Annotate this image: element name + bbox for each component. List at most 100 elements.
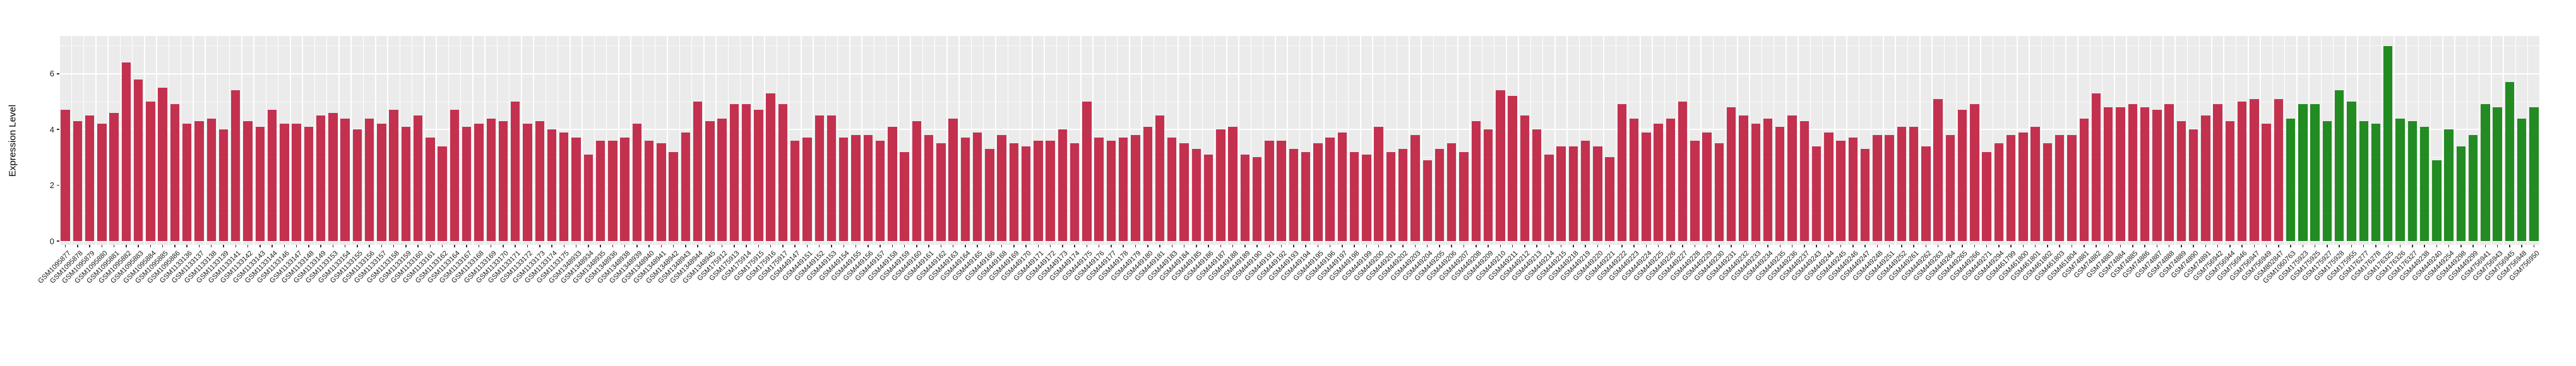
x-gridline	[1834, 36, 1835, 245]
x-gridline	[1919, 36, 1921, 245]
x-gridline	[1116, 36, 1118, 245]
expression-bar	[1568, 146, 1578, 241]
x-gridline	[898, 36, 899, 245]
x-gridline	[2235, 36, 2237, 245]
expression-bar	[413, 115, 423, 241]
x-tick-mark	[1062, 245, 1063, 247]
x-tick-mark	[126, 245, 127, 247]
expression-bar	[109, 112, 119, 241]
x-gridline	[2527, 36, 2529, 245]
x-tick-mark	[1901, 245, 1902, 247]
expression-bar	[2529, 107, 2539, 241]
x-tick-mark	[1828, 245, 1830, 247]
expression-bar	[2395, 118, 2405, 241]
expression-bar	[741, 104, 751, 241]
x-tick-mark	[2387, 245, 2388, 247]
x-gridline	[1798, 36, 1799, 245]
x-gridline	[1955, 36, 1957, 245]
x-gridline	[1275, 36, 1276, 245]
expression-bar	[1617, 104, 1627, 241]
x-gridline	[752, 36, 753, 245]
x-gridline	[2296, 36, 2298, 245]
x-tick-mark	[855, 245, 857, 247]
x-gridline	[144, 36, 145, 245]
x-tick-mark	[1135, 245, 1136, 247]
expression-bar	[2042, 143, 2053, 241]
x-gridline	[1518, 36, 1519, 245]
x-gridline	[1907, 36, 1909, 245]
expression-bar	[2250, 98, 2259, 241]
expression-bar	[1727, 107, 1736, 241]
x-tick-mark	[1159, 245, 1160, 247]
x-gridline	[2332, 36, 2334, 245]
expression-bar	[486, 118, 496, 241]
x-gridline	[715, 36, 717, 245]
x-gridline	[1822, 36, 1823, 245]
x-gridline	[1761, 36, 1763, 245]
expression-bar	[2091, 93, 2101, 241]
x-tick-mark	[831, 245, 832, 247]
expression-bar	[1046, 140, 1055, 241]
x-gridline	[1262, 36, 1264, 245]
expression-bar	[644, 140, 654, 241]
x-tick-mark	[198, 245, 200, 247]
x-gridline	[873, 36, 875, 245]
x-gridline	[2029, 36, 2030, 245]
expression-bar	[1119, 138, 1128, 241]
x-gridline	[1931, 36, 1933, 245]
x-gridline	[1044, 36, 1045, 245]
y-major-gridline	[59, 129, 2540, 130]
x-gridline	[2077, 36, 2078, 245]
x-tick-mark	[162, 245, 164, 247]
expression-bar	[1203, 154, 1213, 241]
x-gridline	[982, 36, 984, 245]
x-gridline	[1202, 36, 1203, 245]
x-tick-mark	[891, 245, 893, 247]
x-gridline	[2369, 36, 2371, 245]
x-tick-mark	[2096, 245, 2097, 247]
x-tick-mark	[2034, 245, 2036, 247]
x-gridline	[569, 36, 571, 245]
x-gridline	[2491, 36, 2492, 245]
x-gridline	[277, 36, 279, 245]
expression-bar	[608, 140, 617, 241]
expression-bar	[2006, 135, 2016, 241]
x-tick-mark	[186, 245, 188, 247]
expression-bar	[1556, 146, 1566, 241]
x-gridline	[581, 36, 583, 245]
x-tick-mark	[369, 245, 370, 247]
x-gridline	[1409, 36, 1410, 245]
plot-area	[59, 36, 2541, 245]
expression-bar	[2213, 104, 2222, 241]
x-tick-mark	[697, 245, 698, 247]
x-tick-mark	[2399, 245, 2401, 247]
x-tick-mark	[539, 245, 540, 247]
x-gridline	[813, 36, 814, 245]
x-tick-mark	[709, 245, 711, 247]
x-gridline	[1092, 36, 1094, 245]
expression-bar	[1909, 126, 1919, 241]
x-gridline	[314, 36, 316, 245]
expression-bar	[1301, 151, 1311, 241]
expression-bar	[2419, 126, 2430, 241]
x-gridline	[265, 36, 267, 245]
x-tick-mark	[1268, 245, 1270, 247]
x-gridline	[2004, 36, 2006, 245]
x-gridline	[1895, 36, 1896, 245]
y-tick-mark	[57, 73, 59, 74]
expression-bar	[960, 138, 970, 241]
x-tick-mark	[2339, 245, 2340, 247]
expression-bar	[1337, 132, 1347, 241]
x-gridline	[2430, 36, 2431, 245]
expression-bar	[1690, 140, 1700, 241]
expression-bar	[657, 143, 666, 241]
expression-bar	[1970, 104, 1979, 241]
x-gridline	[1810, 36, 1811, 245]
x-gridline	[290, 36, 291, 245]
x-tick-mark	[2047, 245, 2048, 247]
x-gridline	[2150, 36, 2152, 245]
expression-bar	[2055, 135, 2065, 241]
x-gridline	[484, 36, 486, 245]
x-gridline	[1299, 36, 1301, 245]
x-gridline	[241, 36, 242, 245]
